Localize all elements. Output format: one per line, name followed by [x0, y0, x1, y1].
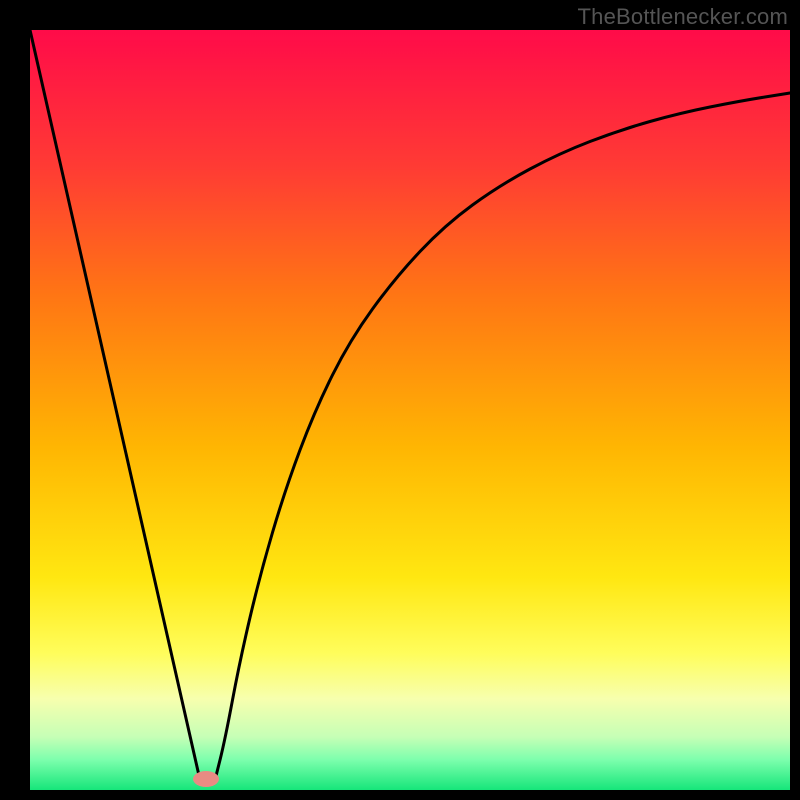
chart-background	[30, 30, 790, 790]
chart-container: { "attribution": { "text": "TheBottlenec…	[0, 0, 800, 800]
frame-bottom	[0, 790, 800, 800]
attribution-text: TheBottlenecker.com	[578, 4, 788, 30]
bottleneck-chart	[0, 0, 800, 800]
frame-left	[0, 0, 30, 800]
minimum-marker	[193, 771, 219, 787]
frame-right	[790, 0, 800, 800]
